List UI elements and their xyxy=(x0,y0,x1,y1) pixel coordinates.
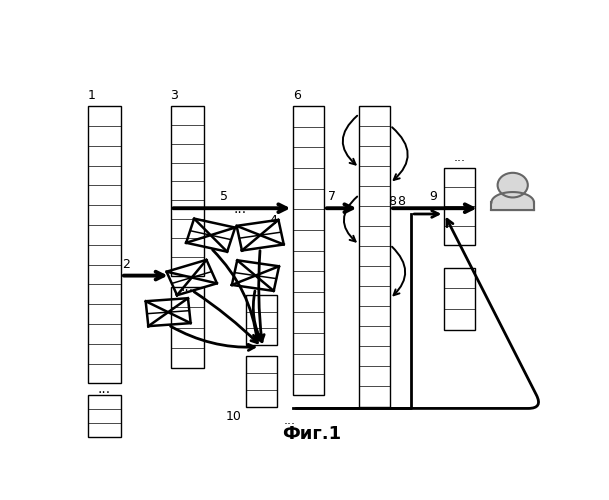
Text: Фиг.1: Фиг.1 xyxy=(283,425,342,443)
Text: 5: 5 xyxy=(220,190,228,203)
Bar xyxy=(445,168,475,245)
Text: ...: ... xyxy=(98,382,111,396)
Bar xyxy=(171,106,203,276)
Bar xyxy=(171,287,203,368)
Text: ...: ... xyxy=(454,151,466,164)
Bar xyxy=(294,106,324,395)
Text: ...: ... xyxy=(180,280,194,294)
Bar xyxy=(88,106,121,384)
Text: 10: 10 xyxy=(225,410,241,424)
Text: 4: 4 xyxy=(270,214,278,228)
Bar xyxy=(246,295,276,345)
Circle shape xyxy=(498,173,528,198)
Text: 2: 2 xyxy=(122,258,130,271)
FancyArrowPatch shape xyxy=(296,219,538,408)
Text: 3: 3 xyxy=(171,90,178,102)
Text: 8: 8 xyxy=(397,195,405,208)
Text: ...: ... xyxy=(234,202,247,216)
Bar xyxy=(445,268,475,330)
Bar xyxy=(246,356,276,406)
Text: 1: 1 xyxy=(88,90,96,102)
Bar xyxy=(359,106,390,406)
Text: 7: 7 xyxy=(328,190,336,203)
Text: 9: 9 xyxy=(429,190,437,203)
Text: 6: 6 xyxy=(294,90,301,102)
Text: ...: ... xyxy=(284,414,296,427)
Text: 8: 8 xyxy=(388,195,396,208)
Bar xyxy=(88,395,121,438)
